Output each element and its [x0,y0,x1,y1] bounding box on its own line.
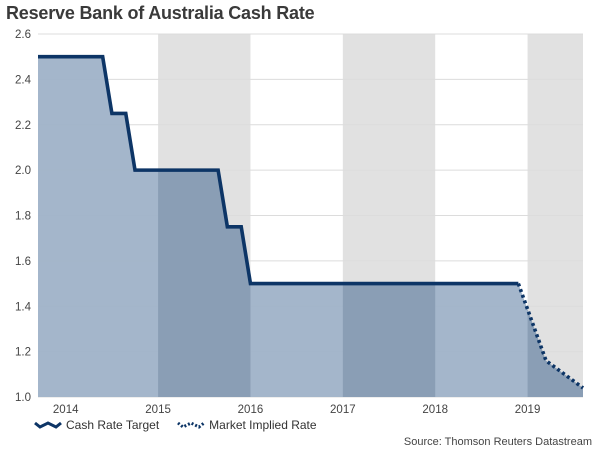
dotted-line-swatch [177,421,206,429]
y-axis: 1.0 1.2 1.4 1.6 1.8 2.0 2.2 2.4 2.6 [15,29,32,404]
x-tick-label: 2014 [53,404,79,416]
y-tick-label: 1.8 [15,211,31,223]
x-tick-label: 2015 [145,404,171,416]
x-tick-label: 2017 [330,404,356,416]
y-tick-label: 1.2 [15,347,31,359]
x-tick-label: 2016 [238,404,264,416]
y-tick-label: 2.4 [15,74,32,86]
source-note: Source: Thomson Reuters Datastream [403,436,592,448]
legend-item-market-implied: Market Implied Rate [177,418,317,432]
y-tick-label: 2.6 [15,29,31,41]
legend-item-cash-rate: Cash Rate Target [34,418,159,432]
y-tick-label: 2.0 [15,165,31,177]
x-axis: 2014 2015 2016 2017 2018 2019 [53,404,540,416]
chart-title: Reserve Bank of Australia Cash Rate [6,3,315,23]
series-line-cash-rate [38,54,519,286]
solid-line-swatch [34,421,62,429]
legend-label-cash-rate: Cash Rate Target [66,418,160,432]
series-lines [38,54,585,390]
x-tick-label: 2019 [515,404,541,416]
legend-label-market-implied: Market Implied Rate [209,418,317,432]
y-tick-label: 1.4 [15,301,32,313]
legend: Cash Rate Target Market Implied Rate [34,418,335,432]
y-tick-label: 1.0 [15,392,31,404]
area-fill [38,56,583,397]
y-tick-label: 1.6 [15,256,31,268]
y-tick-label: 2.2 [15,120,31,132]
x-tick-label: 2018 [422,404,448,416]
